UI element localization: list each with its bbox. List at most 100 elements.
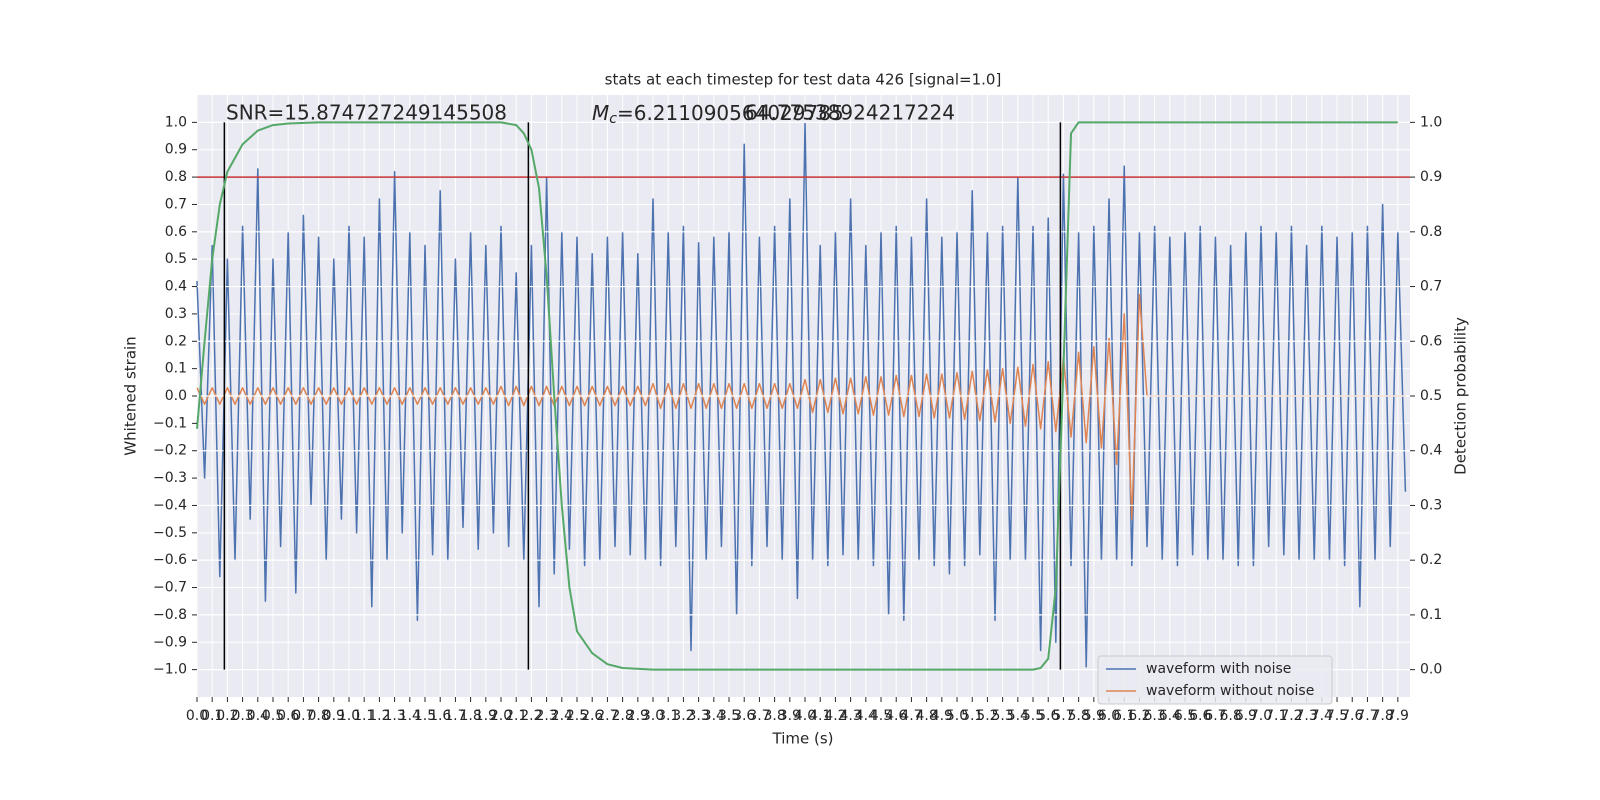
y2-tick-label: 0.8 (1420, 224, 1442, 240)
x-tick-label: 3.8 (763, 708, 785, 724)
x-tick-label: 6.5 (1174, 708, 1196, 724)
annotation-text: =6.211090564029785 (617, 101, 844, 125)
layer (196, 121, 1410, 671)
x-tick-label: 0.4 (247, 708, 269, 724)
y2-tick-label: 0.5 (1420, 388, 1442, 404)
x-tick-label: 1.4 (399, 708, 421, 724)
y-tick-label: 1.0 (165, 114, 187, 130)
x-tick-label: 7.6 (1341, 708, 1363, 724)
x-tick-label: 2.1 (505, 708, 527, 724)
x-tick-label: 5.4 (1007, 708, 1029, 724)
y2-tick-label: 0.4 (1420, 443, 1442, 459)
y-axis-label: Whitened strain (122, 336, 140, 455)
x-tick-label: 6.8 (1220, 708, 1242, 724)
y-tick-label: 0.3 (165, 306, 187, 322)
x-tick-label: 5.7 (1052, 708, 1074, 724)
y-tick-label: 0.7 (165, 196, 187, 212)
y-tick-label: −0.3 (153, 470, 187, 486)
x-tick-label: 0.5 (262, 708, 284, 724)
x-tick-label: 2.6 (581, 708, 603, 724)
y2-axis-label: Detection probability (1452, 317, 1470, 475)
y-tick-label: 0.8 (165, 169, 187, 185)
x-tick-label: 2.0 (490, 708, 512, 724)
y-tick-label: 0.9 (165, 142, 187, 158)
x-tick-label: 2.7 (596, 708, 618, 724)
x-tick-label: 2.5 (566, 708, 588, 724)
x-tick-label: 7.7 (1356, 708, 1378, 724)
x-tick-label: 1.0 (338, 708, 360, 724)
x-tick-label: 7.4 (1311, 708, 1333, 724)
y-tick-label: −0.5 (153, 525, 187, 541)
x-tick-label: 1.9 (475, 708, 497, 724)
x-tick-label: 5.5 (1022, 708, 1044, 724)
x-tick-label: 4.9 (931, 708, 953, 724)
x-tick-label: 1.8 (459, 708, 481, 724)
x-tick-label: 3.9 (779, 708, 801, 724)
annotation: SNR=15.874727249145508 (226, 101, 507, 125)
x-tick-label: 0.0 (186, 708, 208, 724)
y-tick-label: −0.4 (153, 497, 187, 513)
y2-tick-label: 0.9 (1420, 169, 1442, 185)
y-tick-label: 0.1 (165, 361, 187, 377)
x-tick-label: 1.6 (429, 708, 451, 724)
chart-title: stats at each timestep for test data 426… (605, 71, 1002, 89)
x-tick-label: 4.8 (915, 708, 937, 724)
x-tick-label: 5.1 (961, 708, 983, 724)
x-tick-label: 4.5 (870, 708, 892, 724)
x-tick-label: 7.2 (1280, 708, 1302, 724)
x-tick-label: 0.3 (231, 708, 253, 724)
x-tick-label: 3.6 (733, 708, 755, 724)
x-tick-label: 4.0 (794, 708, 816, 724)
y-tick-label: 0.5 (165, 251, 187, 267)
legend-label: waveform without noise (1146, 683, 1314, 699)
y-tick-label: 0.6 (165, 224, 187, 240)
x-tick-label: 4.2 (824, 708, 846, 724)
x-tick-label: 7.3 (1296, 708, 1318, 724)
x-tick-label: 1.7 (444, 708, 466, 724)
x-tick-label: 4.1 (809, 708, 831, 724)
y2-tick-label: 0.2 (1420, 552, 1442, 568)
x-tick-label: 0.2 (216, 708, 238, 724)
x-tick-label: 5.9 (1083, 708, 1105, 724)
x-tick-label: 6.2 (1128, 708, 1150, 724)
x-tick-label: 6.9 (1235, 708, 1257, 724)
y-tick-label: −0.1 (153, 415, 187, 431)
x-tick-label: 5.2 (976, 708, 998, 724)
y-tick-label: −0.7 (153, 580, 187, 596)
x-tick-label: 6.4 (1159, 708, 1181, 724)
x-tick-label: 4.3 (839, 708, 861, 724)
x-tick-label: 6.1 (1113, 708, 1135, 724)
x-tick-label: 5.6 (1037, 708, 1059, 724)
y2-tick-label: 0.6 (1420, 333, 1442, 349)
x-tick-label: 5.0 (946, 708, 968, 724)
x-tick-label: 1.3 (383, 708, 405, 724)
y-tick-label: −1.0 (153, 662, 187, 678)
y-tick-label: −0.2 (153, 443, 187, 459)
x-tick-label: 0.8 (307, 708, 329, 724)
y2-tick-label: 0.0 (1420, 662, 1442, 678)
x-tick-label: 7.9 (1387, 708, 1409, 724)
y-tick-label: −0.8 (153, 607, 187, 623)
x-tick-label: 2.3 (535, 708, 557, 724)
x-tick-label: 6.6 (1189, 708, 1211, 724)
x-tick-label: 3.7 (748, 708, 770, 724)
x-tick-label: 7.1 (1265, 708, 1287, 724)
y-tick-label: 0.0 (165, 388, 187, 404)
annotation-subscript: c (609, 111, 617, 127)
y2-tick-label: 1.0 (1420, 114, 1442, 130)
y2-tick-label: 0.7 (1420, 279, 1442, 295)
x-tick-label: 1.5 (414, 708, 436, 724)
x-tick-label: 4.4 (855, 708, 877, 724)
y-tick-label: 0.2 (165, 333, 187, 349)
x-tick-label: 4.6 (885, 708, 907, 724)
x-axis-label: Time (s) (772, 730, 834, 748)
x-tick-label: 7.8 (1372, 708, 1394, 724)
series-line (196, 121, 1398, 671)
x-tick-label: 1.1 (353, 708, 375, 724)
x-tick-label: 6.0 (1098, 708, 1120, 724)
series-line (196, 121, 1407, 668)
legend (1097, 655, 1333, 705)
x-tick-label: 3.5 (718, 708, 740, 724)
annotation: 64.77538924217224 (745, 101, 955, 125)
y2-tick-label: 0.3 (1420, 497, 1442, 513)
